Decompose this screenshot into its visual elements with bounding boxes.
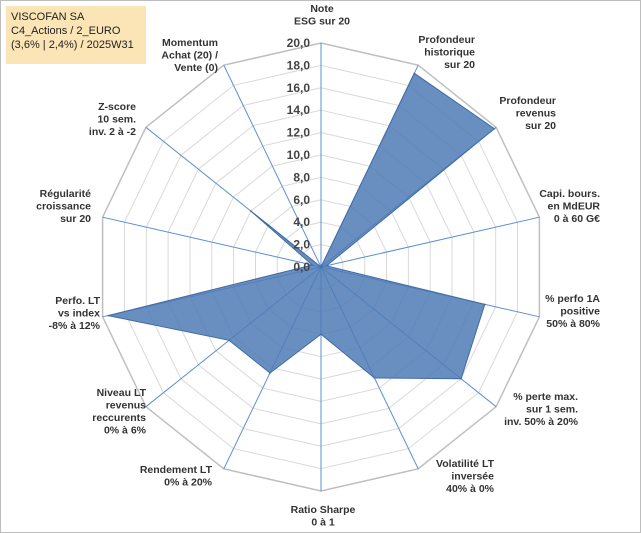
- tick-label: 14,0: [287, 103, 311, 117]
- radial-tick-labels: 0,0 2,0 4,0 6,0 8,0 10,0 12,0 14,0 16,0 18,0 20,0: [287, 36, 311, 274]
- data-point: [107, 314, 109, 317]
- data-point: [250, 210, 252, 212]
- axis-label: % perfo 1A positive 50% à 80%: [545, 293, 600, 330]
- axis-label: Ratio Sharpe 0 à 1: [291, 504, 356, 529]
- tick-label: 0,0: [293, 260, 310, 274]
- info-box: VISCOFAN SA C4_Actions / 2_EURO (3,6% | …: [6, 6, 146, 64]
- axis-label: Capi. bours. en MdEUR 0 à 60 G€: [539, 188, 600, 225]
- axis-label: Z-score 10 sem. inv. 2 à -2: [89, 101, 136, 138]
- category-line: C4_Actions / 2_EURO: [11, 25, 121, 37]
- company-name: VISCOFAN SA: [11, 11, 85, 23]
- axis-label: % perte max. sur 1 sem. inv. 50% à 20%: [504, 391, 579, 428]
- axis-labels: Note ESG sur 20 Profondeur historique sur 20…: [36, 3, 601, 529]
- axis-label: Momentum Achat (20) / Vente (0): [161, 37, 218, 74]
- tick-label: 8,0: [293, 170, 310, 184]
- data-point: [320, 266, 322, 268]
- data-point: [228, 339, 230, 342]
- data-point: [413, 72, 416, 75]
- axis-label: Régularité croissance sur 20: [36, 188, 91, 225]
- axis-label: Rendement LT 0% à 20%: [140, 464, 213, 489]
- data-point: [269, 372, 271, 374]
- tick-label: 10,0: [287, 148, 311, 162]
- axis-spoke: [320, 216, 540, 268]
- data-point: [484, 303, 486, 306]
- tick-label: 4,0: [293, 215, 310, 229]
- data-point: [493, 127, 496, 130]
- data-point: [320, 333, 322, 336]
- axis-spoke: [102, 216, 322, 268]
- axis-label: Niveau LT revenus reccurents 0% à 6%: [92, 387, 146, 437]
- tick-label: 12,0: [287, 126, 311, 140]
- period-line: (3,6% | 2,4%) / 2025W31: [11, 39, 134, 51]
- tick-label: 18,0: [287, 58, 311, 72]
- axis-label: Profondeur revenus sur 20: [499, 95, 556, 132]
- axis-label: Note ESG sur 20: [294, 3, 350, 28]
- data-point: [311, 264, 314, 266]
- data-point: [460, 377, 462, 380]
- data-point: [373, 377, 376, 379]
- tick-label: 6,0: [293, 193, 310, 207]
- axis-label: Profondeur historique sur 20: [418, 34, 475, 71]
- tick-label: 2,0: [293, 238, 310, 252]
- axis-spoke: [223, 64, 322, 268]
- tick-label: 20,0: [287, 36, 311, 50]
- radar-series-area: [107, 72, 496, 380]
- axis-label: Volatilité LT inversée 40% à 0%: [436, 458, 495, 495]
- axis-label: Perfo. LT vs index -8% à 12%: [49, 295, 101, 332]
- data-point: [325, 265, 328, 267]
- tick-label: 16,0: [287, 81, 311, 95]
